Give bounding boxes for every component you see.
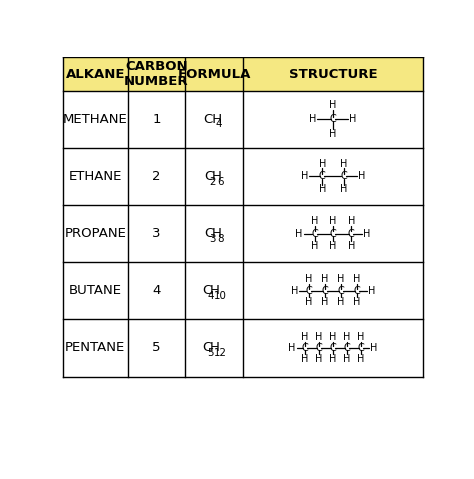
Text: H: H [357,354,365,364]
Text: H: H [295,228,302,239]
Text: PROPANE: PROPANE [64,227,126,240]
Text: H: H [337,274,345,285]
Text: C: C [301,343,309,353]
Text: 3: 3 [209,234,216,244]
Text: FORMULA: FORMULA [177,68,251,80]
Text: H: H [321,274,328,285]
FancyBboxPatch shape [63,91,423,148]
Text: C: C [348,228,355,239]
Text: H: H [301,354,309,364]
Text: H: H [329,217,337,227]
Text: 4: 4 [152,284,161,297]
Text: H: H [211,170,221,183]
Text: C: C [202,342,211,354]
Text: PENTANE: PENTANE [65,342,126,354]
FancyBboxPatch shape [63,57,423,91]
Text: 2: 2 [152,170,161,183]
Text: H: H [291,286,298,296]
Text: H: H [309,114,317,124]
Text: H: H [311,217,318,227]
Text: ALKANE: ALKANE [65,68,125,80]
Text: H: H [329,100,337,110]
FancyBboxPatch shape [63,262,423,319]
Text: H: H [329,129,337,138]
Text: C: C [311,228,318,239]
Text: H: H [329,354,337,364]
Text: H: H [354,274,361,285]
Text: C: C [329,343,336,353]
Text: C: C [344,343,350,353]
Text: H: H [301,332,309,342]
Text: 4: 4 [208,291,214,301]
Text: C: C [321,286,328,296]
FancyBboxPatch shape [63,205,423,262]
Text: C: C [329,114,336,124]
Text: H: H [321,297,328,307]
Text: STRUCTURE: STRUCTURE [289,68,377,80]
Text: CH: CH [203,113,222,126]
Text: H: H [329,332,337,342]
Text: C: C [202,284,211,297]
Text: H: H [337,297,345,307]
Text: H: H [315,354,323,364]
Text: BUTANE: BUTANE [69,284,122,297]
Text: C: C [316,343,322,353]
Text: H: H [357,332,365,342]
Text: H: H [315,332,323,342]
Text: H: H [358,171,365,182]
FancyBboxPatch shape [63,148,423,205]
Text: H: H [343,332,351,342]
Text: H: H [349,114,357,124]
Text: H: H [311,241,318,251]
Text: H: H [347,241,355,251]
Text: CARBON
NUMBER: CARBON NUMBER [124,60,189,88]
Text: C: C [340,171,347,182]
Text: H: H [340,184,347,194]
Text: H: H [364,228,371,239]
Text: METHANE: METHANE [63,113,128,126]
Text: H: H [305,274,312,285]
Text: H: H [347,217,355,227]
Text: H: H [329,241,337,251]
Text: 12: 12 [214,348,227,358]
Text: H: H [319,159,326,169]
Text: C: C [204,170,213,183]
Text: C: C [319,171,326,182]
Text: 2: 2 [210,177,216,187]
Text: H: H [370,343,377,353]
Text: 5: 5 [208,348,214,358]
Text: ETHANE: ETHANE [69,170,122,183]
Text: H: H [368,286,375,296]
Text: H: H [210,342,220,354]
Text: 10: 10 [214,291,227,301]
Text: C: C [357,343,364,353]
Text: H: H [343,354,351,364]
Text: H: H [305,297,312,307]
Text: C: C [354,286,361,296]
Text: 4: 4 [216,119,222,129]
Text: 3: 3 [152,227,161,240]
Text: 5: 5 [152,342,161,354]
FancyBboxPatch shape [63,319,423,376]
Text: 1: 1 [152,113,161,126]
Text: H: H [340,159,347,169]
Text: H: H [354,297,361,307]
Text: H: H [210,284,220,297]
Text: H: H [319,184,326,194]
Text: C: C [337,286,345,296]
Text: H: H [301,171,308,182]
Text: C: C [305,286,312,296]
Text: C: C [329,228,336,239]
Text: H: H [211,227,221,240]
Text: H: H [289,343,296,353]
Text: C: C [204,227,213,240]
Text: 6: 6 [217,177,224,187]
Text: 8: 8 [217,234,224,244]
